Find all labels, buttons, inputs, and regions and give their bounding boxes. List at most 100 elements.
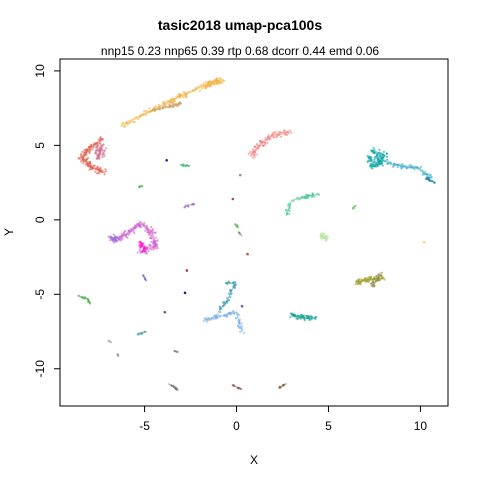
cluster-point (145, 109, 148, 112)
cluster-point (290, 313, 293, 316)
cluster-point (401, 165, 404, 168)
cluster-point (176, 388, 179, 391)
y-tick-label: -5 (33, 289, 47, 300)
cluster-point (321, 237, 324, 240)
cluster-point (175, 95, 178, 98)
cluster-point (379, 274, 382, 277)
cluster-point (132, 120, 135, 123)
cluster-point (157, 103, 160, 106)
cluster-point (409, 164, 412, 167)
cluster-point (296, 314, 299, 317)
cluster-point (165, 158, 168, 162)
cluster-point (144, 229, 147, 232)
cluster-point (223, 314, 226, 317)
cluster-point (222, 79, 225, 82)
cluster-point (161, 101, 164, 104)
cluster-point (375, 161, 378, 164)
cluster-point (156, 247, 159, 250)
cluster-point (187, 91, 190, 94)
cluster-point (421, 169, 424, 172)
cluster-point (310, 315, 313, 318)
cluster-point (126, 236, 129, 239)
cluster-point (138, 248, 141, 251)
cluster-point (121, 234, 124, 237)
cluster-point (231, 384, 234, 387)
cluster-point (150, 229, 153, 232)
cluster-point (208, 80, 211, 83)
cluster-12 (202, 311, 243, 333)
cluster-point (425, 177, 428, 180)
cluster-point (92, 146, 95, 149)
cluster-point (114, 236, 118, 239)
cluster-point (238, 232, 241, 235)
cluster-point (142, 245, 146, 248)
cluster-point (87, 156, 90, 159)
cluster-point (300, 313, 303, 316)
cluster-point (376, 164, 379, 168)
cluster-point (89, 165, 93, 168)
cluster-point (129, 228, 133, 231)
cluster-point (381, 153, 384, 156)
cluster-point (411, 165, 414, 168)
cluster-point (358, 278, 361, 281)
cluster-point (144, 250, 148, 253)
cluster-point (400, 167, 403, 170)
cluster-point (374, 277, 377, 280)
cluster-point (108, 340, 111, 343)
cluster-point (292, 199, 295, 202)
cluster-point (431, 180, 434, 183)
cluster-point (217, 313, 220, 316)
cluster-point (383, 278, 386, 281)
cluster-point (155, 239, 158, 242)
cluster-point (213, 83, 216, 86)
cluster-point (192, 203, 195, 206)
cluster-point (142, 113, 145, 116)
cluster-point (175, 105, 178, 108)
cluster-point (227, 292, 230, 295)
cluster-point (247, 152, 250, 155)
cluster-point (366, 277, 369, 280)
cluster-point (172, 385, 175, 388)
cluster-point (100, 171, 103, 174)
cluster-point (103, 150, 106, 153)
cluster-point (178, 102, 181, 105)
cluster-point (187, 205, 190, 208)
cluster-point (383, 155, 386, 158)
cluster-point (385, 153, 388, 156)
cluster-point (204, 317, 207, 320)
cluster-point (369, 162, 372, 166)
cluster-point (376, 153, 379, 156)
y-axis-label: Y (2, 228, 16, 236)
cluster-point (145, 226, 148, 229)
cluster-point (311, 192, 314, 196)
x-tick-label: -5 (139, 419, 150, 433)
cluster-point (127, 123, 130, 126)
cluster-point (164, 104, 167, 107)
cluster-point (429, 173, 432, 176)
cluster-point (288, 212, 291, 215)
cluster-point (120, 232, 123, 235)
cluster-point (104, 170, 108, 173)
cluster-point (325, 239, 328, 242)
y-axis: -10 -5 0 5 10 (33, 64, 61, 378)
cluster-point (103, 152, 106, 155)
cluster-point (220, 81, 223, 84)
cluster-point (85, 160, 88, 164)
cluster-point (408, 166, 411, 169)
cluster-point (161, 105, 165, 108)
cluster-point (145, 224, 149, 227)
cluster-point (289, 316, 292, 319)
cluster-point (273, 136, 276, 139)
cluster-point (367, 280, 370, 283)
cluster-point (127, 233, 130, 236)
cluster-point (352, 207, 355, 210)
cluster-point (275, 131, 278, 134)
cluster-point (86, 298, 89, 301)
cluster-point (300, 195, 304, 198)
cluster-point (163, 310, 167, 314)
cluster-point (202, 85, 205, 88)
cluster-point (183, 206, 187, 209)
cluster-point (89, 302, 92, 305)
y-tick-label: -10 (33, 360, 47, 378)
